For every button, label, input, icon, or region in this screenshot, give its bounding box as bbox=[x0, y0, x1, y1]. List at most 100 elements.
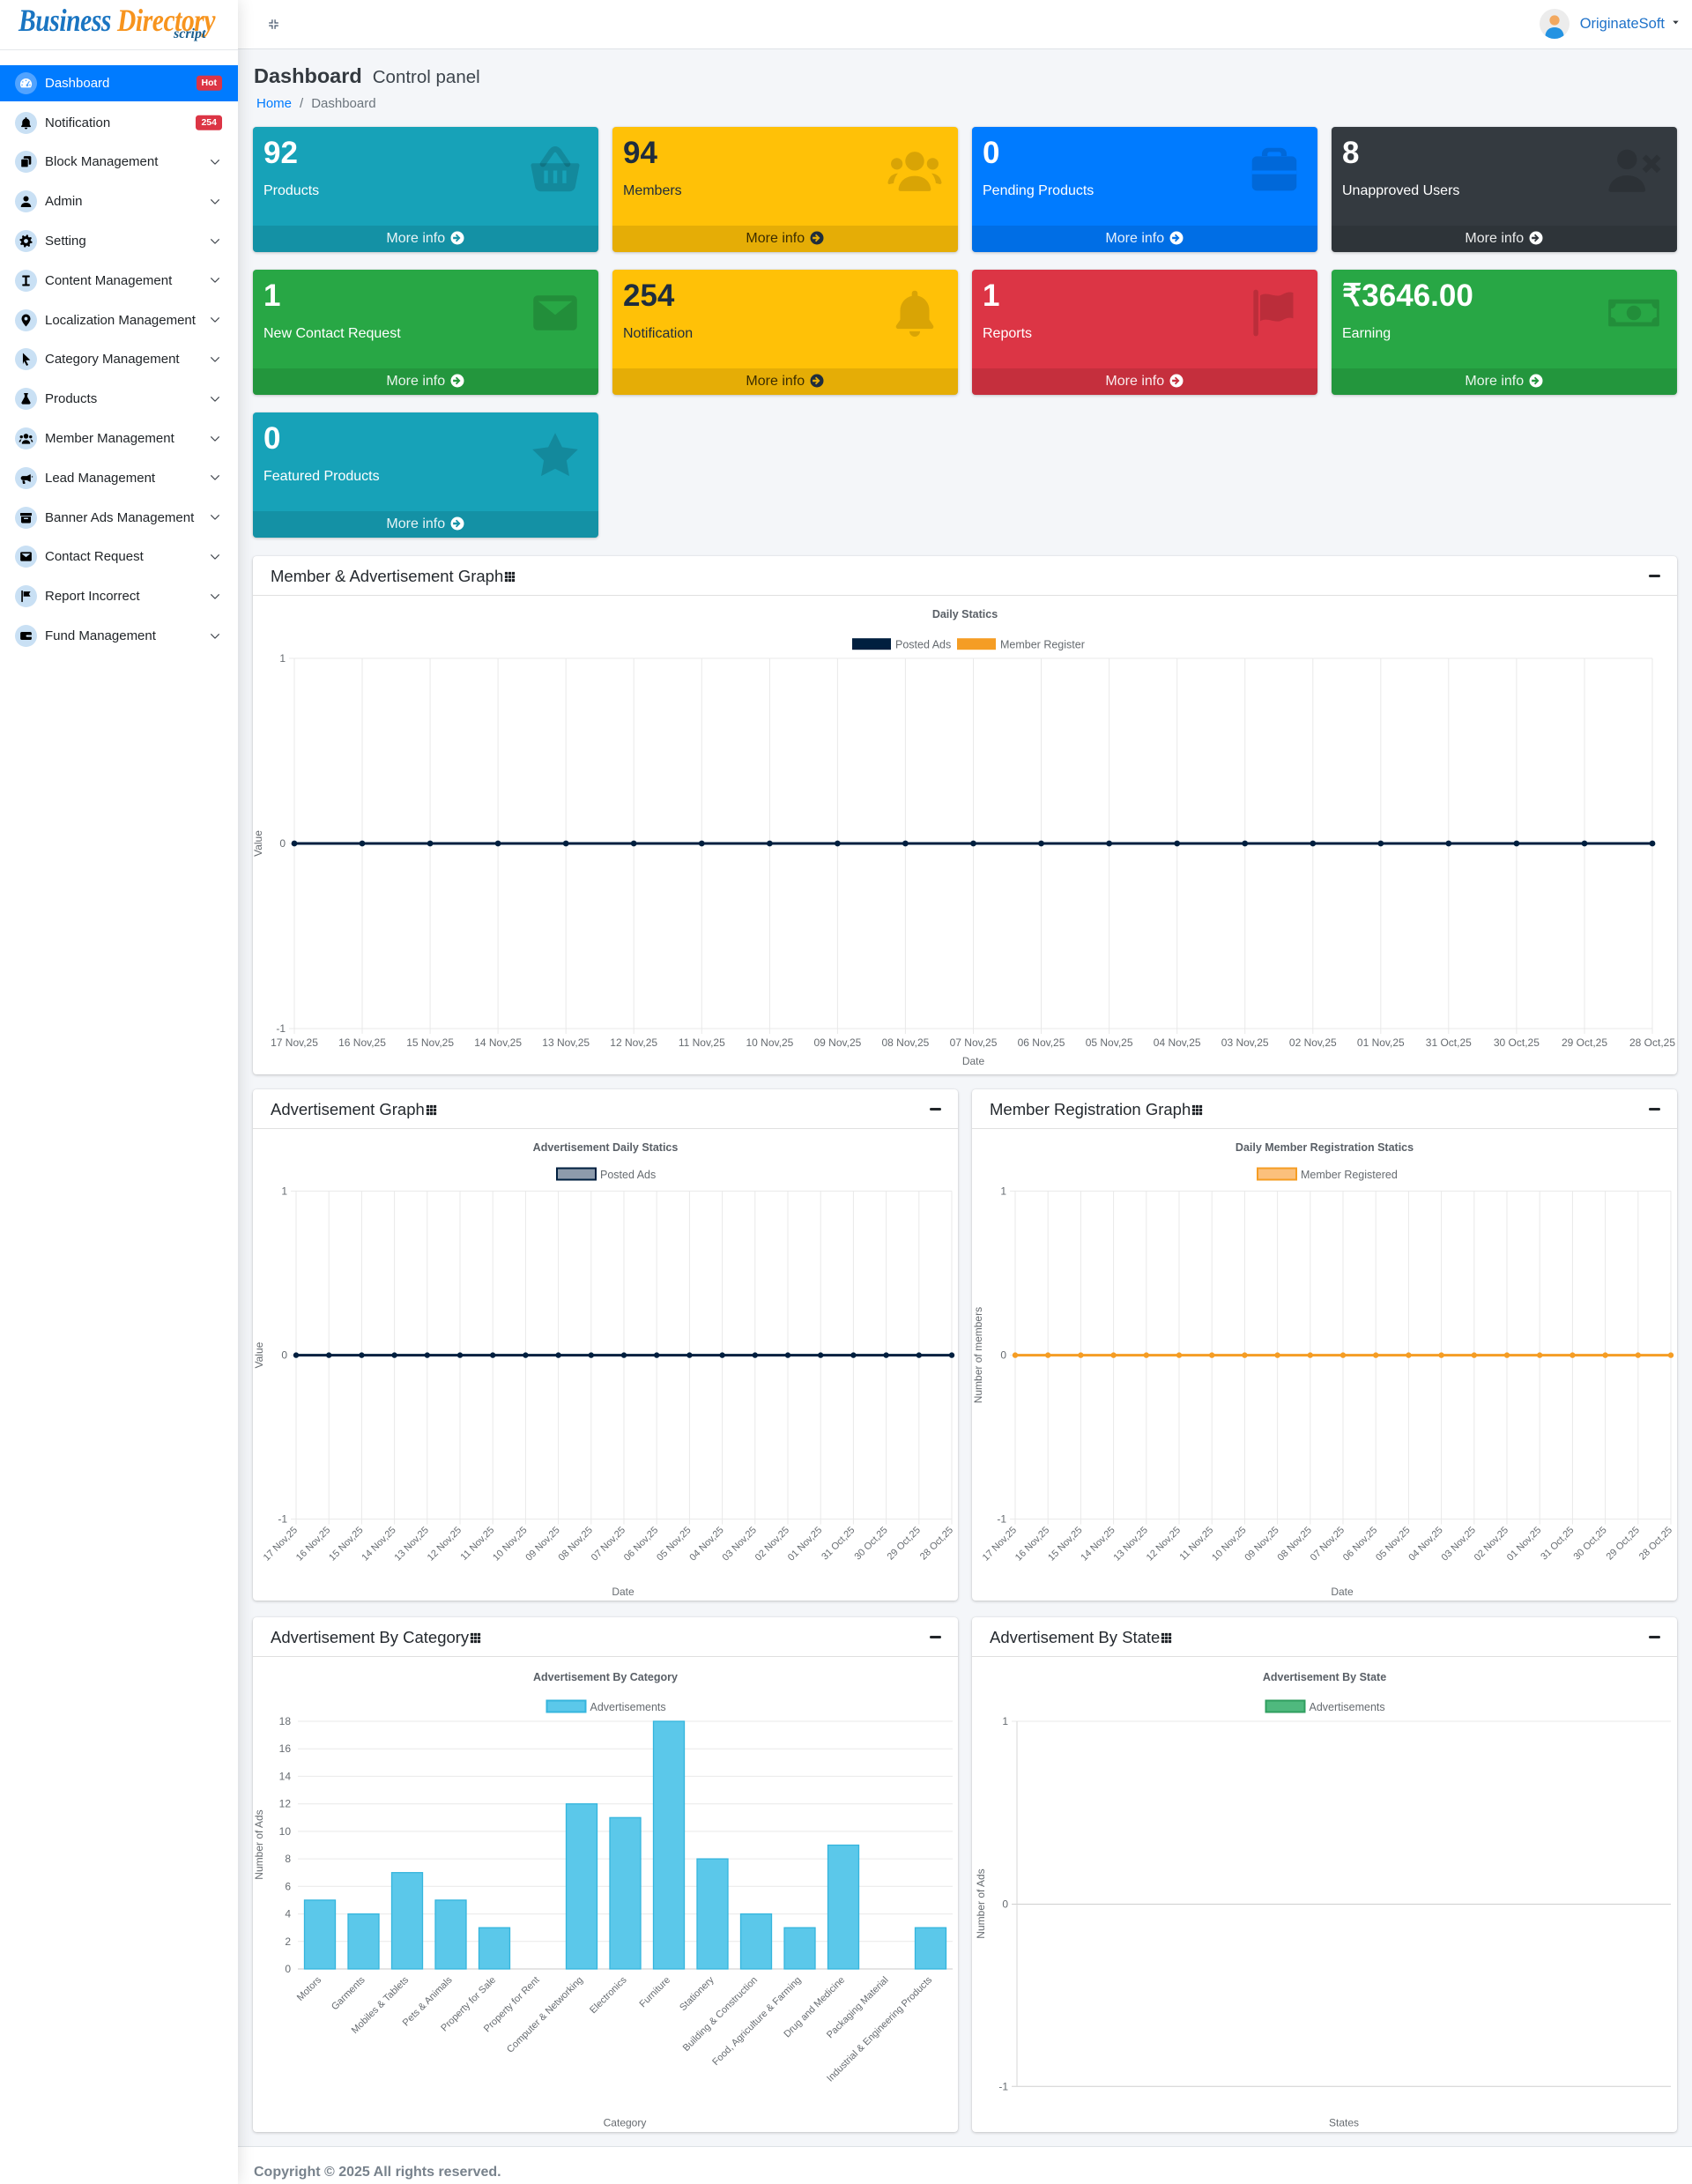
svg-text:16 Nov,25: 16 Nov,25 bbox=[294, 1525, 332, 1563]
svg-text:14 Nov,25: 14 Nov,25 bbox=[1079, 1525, 1117, 1563]
svg-text:18: 18 bbox=[279, 1715, 292, 1727]
svg-text:Number of members: Number of members bbox=[973, 1307, 984, 1403]
svg-text:12 Nov,25: 12 Nov,25 bbox=[610, 1036, 657, 1049]
svg-text:Value: Value bbox=[254, 1341, 265, 1368]
svg-text:06 Nov,25: 06 Nov,25 bbox=[622, 1525, 660, 1563]
svg-text:28 Oct,25: 28 Oct,25 bbox=[1637, 1525, 1674, 1562]
svg-text:0: 0 bbox=[281, 1349, 287, 1362]
svg-text:0: 0 bbox=[1000, 1349, 1006, 1362]
svg-text:10 Nov,25: 10 Nov,25 bbox=[491, 1525, 529, 1563]
svg-text:Food, Agriculture & Farming: Food, Agriculture & Farming bbox=[710, 1975, 803, 2068]
svg-text:Number of Ads: Number of Ads bbox=[975, 1868, 987, 1938]
svg-text:Building & Construction: Building & Construction bbox=[681, 1975, 760, 2054]
svg-text:15 Nov,25: 15 Nov,25 bbox=[327, 1525, 365, 1563]
svg-text:12: 12 bbox=[279, 1798, 292, 1810]
svg-text:Date: Date bbox=[1331, 1586, 1354, 1598]
svg-text:04 Nov,25: 04 Nov,25 bbox=[1406, 1525, 1444, 1563]
svg-text:29 Oct,25: 29 Oct,25 bbox=[886, 1525, 923, 1562]
svg-text:1: 1 bbox=[1002, 1715, 1008, 1727]
svg-text:03 Nov,25: 03 Nov,25 bbox=[1221, 1036, 1269, 1049]
svg-text:-1: -1 bbox=[998, 2080, 1008, 2092]
svg-text:05 Nov,25: 05 Nov,25 bbox=[1086, 1036, 1133, 1049]
svg-text:Date: Date bbox=[962, 1055, 985, 1067]
svg-text:-1: -1 bbox=[997, 1513, 1006, 1526]
svg-text:05 Nov,25: 05 Nov,25 bbox=[1374, 1525, 1412, 1563]
svg-text:11 Nov,25: 11 Nov,25 bbox=[1178, 1525, 1216, 1563]
svg-text:03 Nov,25: 03 Nov,25 bbox=[1440, 1525, 1478, 1563]
svg-text:Computer & Networking: Computer & Networking bbox=[505, 1975, 585, 2055]
svg-text:31 Oct,25: 31 Oct,25 bbox=[820, 1525, 857, 1562]
svg-text:31 Oct,25: 31 Oct,25 bbox=[1426, 1036, 1472, 1049]
svg-text:07 Nov,25: 07 Nov,25 bbox=[1309, 1525, 1347, 1563]
svg-text:11 Nov,25: 11 Nov,25 bbox=[459, 1525, 497, 1563]
svg-text:Category: Category bbox=[604, 2117, 647, 2129]
svg-text:07 Nov,25: 07 Nov,25 bbox=[590, 1525, 627, 1563]
svg-text:Posted Ads: Posted Ads bbox=[895, 639, 951, 651]
svg-text:11 Nov,25: 11 Nov,25 bbox=[679, 1036, 725, 1049]
svg-text:Member Registered: Member Registered bbox=[1301, 1169, 1398, 1181]
svg-text:30 Oct,25: 30 Oct,25 bbox=[1494, 1036, 1540, 1049]
svg-text:04 Nov,25: 04 Nov,25 bbox=[687, 1525, 725, 1563]
svg-text:Number of Ads: Number of Ads bbox=[254, 1809, 265, 1879]
svg-text:07 Nov,25: 07 Nov,25 bbox=[950, 1036, 998, 1049]
svg-text:30 Oct,25: 30 Oct,25 bbox=[853, 1525, 890, 1562]
svg-text:17 Nov,25: 17 Nov,25 bbox=[981, 1525, 1019, 1563]
svg-text:14 Nov,25: 14 Nov,25 bbox=[474, 1036, 522, 1049]
svg-text:Date: Date bbox=[612, 1586, 634, 1598]
svg-text:2: 2 bbox=[285, 1935, 291, 1948]
svg-text:05 Nov,25: 05 Nov,25 bbox=[655, 1525, 693, 1563]
svg-text:28 Oct,25: 28 Oct,25 bbox=[918, 1525, 955, 1562]
svg-text:Daily Statics: Daily Statics bbox=[932, 608, 998, 620]
svg-text:12 Nov,25: 12 Nov,25 bbox=[426, 1525, 464, 1563]
svg-text:1: 1 bbox=[1000, 1185, 1006, 1197]
svg-text:Garments: Garments bbox=[330, 1974, 367, 2012]
svg-text:13 Nov,25: 13 Nov,25 bbox=[542, 1036, 590, 1049]
svg-text:08 Nov,25: 08 Nov,25 bbox=[881, 1036, 929, 1049]
svg-text:16 Nov,25: 16 Nov,25 bbox=[1013, 1525, 1051, 1563]
svg-text:08 Nov,25: 08 Nov,25 bbox=[557, 1525, 595, 1563]
svg-text:01 Nov,25: 01 Nov,25 bbox=[1505, 1525, 1543, 1563]
svg-text:17 Nov,25: 17 Nov,25 bbox=[271, 1036, 318, 1049]
svg-text:01 Nov,25: 01 Nov,25 bbox=[1357, 1036, 1405, 1049]
svg-text:Motors: Motors bbox=[295, 1974, 324, 2003]
svg-text:Advertisement Daily Statics: Advertisement Daily Statics bbox=[533, 1141, 679, 1154]
svg-text:14 Nov,25: 14 Nov,25 bbox=[360, 1525, 397, 1563]
svg-text:Advertisements: Advertisements bbox=[590, 1701, 666, 1713]
svg-text:Member Register: Member Register bbox=[1000, 639, 1085, 651]
svg-text:30 Oct,25: 30 Oct,25 bbox=[1572, 1525, 1609, 1562]
svg-text:29 Oct,25: 29 Oct,25 bbox=[1562, 1036, 1607, 1049]
svg-text:29 Oct,25: 29 Oct,25 bbox=[1605, 1525, 1642, 1562]
svg-text:04 Nov,25: 04 Nov,25 bbox=[1154, 1036, 1201, 1049]
svg-text:13 Nov,25: 13 Nov,25 bbox=[393, 1525, 431, 1563]
svg-text:31 Oct,25: 31 Oct,25 bbox=[1539, 1525, 1576, 1562]
svg-text:Advertisement By Category: Advertisement By Category bbox=[533, 1671, 678, 1683]
svg-text:-1: -1 bbox=[278, 1513, 287, 1526]
svg-text:28 Oct,25: 28 Oct,25 bbox=[1629, 1036, 1675, 1049]
svg-text:12 Nov,25: 12 Nov,25 bbox=[1145, 1525, 1183, 1563]
svg-text:0: 0 bbox=[285, 1963, 291, 1975]
svg-text:Value: Value bbox=[254, 830, 264, 857]
svg-text:14: 14 bbox=[279, 1770, 292, 1782]
svg-text:10: 10 bbox=[279, 1825, 292, 1838]
svg-text:Stationery: Stationery bbox=[678, 1974, 716, 2013]
svg-text:1: 1 bbox=[279, 652, 286, 665]
svg-text:States: States bbox=[1329, 2117, 1359, 2129]
svg-text:4: 4 bbox=[285, 1908, 291, 1920]
svg-text:01 Nov,25: 01 Nov,25 bbox=[786, 1525, 824, 1563]
svg-text:06 Nov,25: 06 Nov,25 bbox=[1018, 1036, 1065, 1049]
svg-text:16: 16 bbox=[279, 1742, 292, 1755]
svg-text:10 Nov,25: 10 Nov,25 bbox=[1210, 1525, 1248, 1563]
svg-text:06 Nov,25: 06 Nov,25 bbox=[1341, 1525, 1379, 1563]
svg-text:Advertisement By State: Advertisement By State bbox=[1263, 1671, 1386, 1683]
svg-text:1: 1 bbox=[281, 1185, 287, 1197]
svg-text:Daily Member Registration Stat: Daily Member Registration Statics bbox=[1236, 1141, 1414, 1154]
svg-text:15 Nov,25: 15 Nov,25 bbox=[1046, 1525, 1084, 1563]
svg-text:13 Nov,25: 13 Nov,25 bbox=[1112, 1525, 1150, 1563]
svg-text:03 Nov,25: 03 Nov,25 bbox=[721, 1525, 759, 1563]
svg-text:09 Nov,25: 09 Nov,25 bbox=[813, 1036, 861, 1049]
svg-text:Furniture: Furniture bbox=[638, 1975, 673, 2010]
svg-text:09 Nov,25: 09 Nov,25 bbox=[523, 1525, 561, 1563]
svg-text:15 Nov,25: 15 Nov,25 bbox=[406, 1036, 454, 1049]
svg-text:Advertisements: Advertisements bbox=[1310, 1701, 1385, 1713]
svg-text:6: 6 bbox=[285, 1880, 291, 1892]
